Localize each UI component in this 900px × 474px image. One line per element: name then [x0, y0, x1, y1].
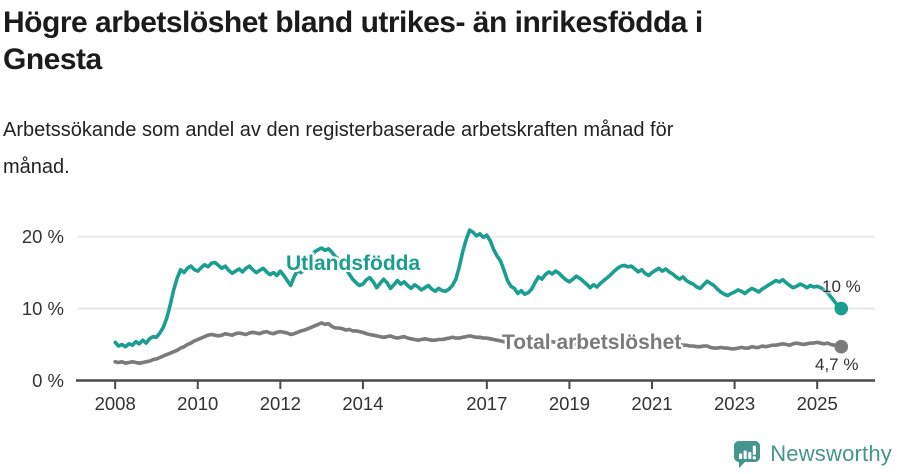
x-tick-label-2023: 2023: [714, 393, 755, 414]
chart-title: Högre arbetslöshet bland utrikes- än inr…: [3, 4, 703, 78]
y-tick-label-0: 0 %: [32, 370, 64, 391]
x-tick-label-2012: 2012: [260, 393, 301, 414]
end-value-label-utlandsfodda: 10 %: [822, 277, 861, 296]
chart-title-line-2: Gnesta: [3, 43, 102, 76]
chart-subtitle-line-1: Arbetssökande som andel av den registerb…: [3, 119, 674, 141]
line-series-1: [113, 321, 844, 366]
chart-title-line-1: Högre arbetslöshet bland utrikes- än inr…: [3, 6, 703, 39]
line-series-0: [113, 228, 844, 349]
x-tick-label-2008: 2008: [95, 393, 136, 414]
y-tick-label-10: 10 %: [22, 298, 64, 319]
end-value-label-total: 4,7 %: [815, 355, 859, 374]
x-tick-label-2017: 2017: [466, 393, 507, 414]
series-label-total-arbetsloshet: Total arbetslöshet: [502, 331, 682, 354]
x-tick-label-2025: 2025: [797, 393, 838, 414]
x-tick-label-2019: 2019: [549, 393, 590, 414]
series-label-utlandsfodda: Utlandsfödda: [286, 252, 421, 275]
end-dot-series-0: [834, 301, 849, 316]
x-tick-label-2014: 2014: [342, 393, 383, 414]
newsworthy-wordmark: Newsworthy: [770, 441, 892, 466]
chart-subtitle-line-2: månad.: [3, 156, 70, 178]
newsworthy-speech-bubble-bar-chart-icon: [734, 441, 761, 468]
x-tick-label-2010: 2010: [177, 393, 218, 414]
x-tick-label-2021: 2021: [631, 393, 672, 414]
chart-subtitle: Arbetssökande som andel av den registerb…: [3, 112, 673, 186]
y-tick-label-20: 20 %: [22, 226, 64, 247]
newsworthy-logo[interactable]: Newsworthy: [732, 439, 892, 469]
end-dot-series-1: [834, 339, 849, 354]
